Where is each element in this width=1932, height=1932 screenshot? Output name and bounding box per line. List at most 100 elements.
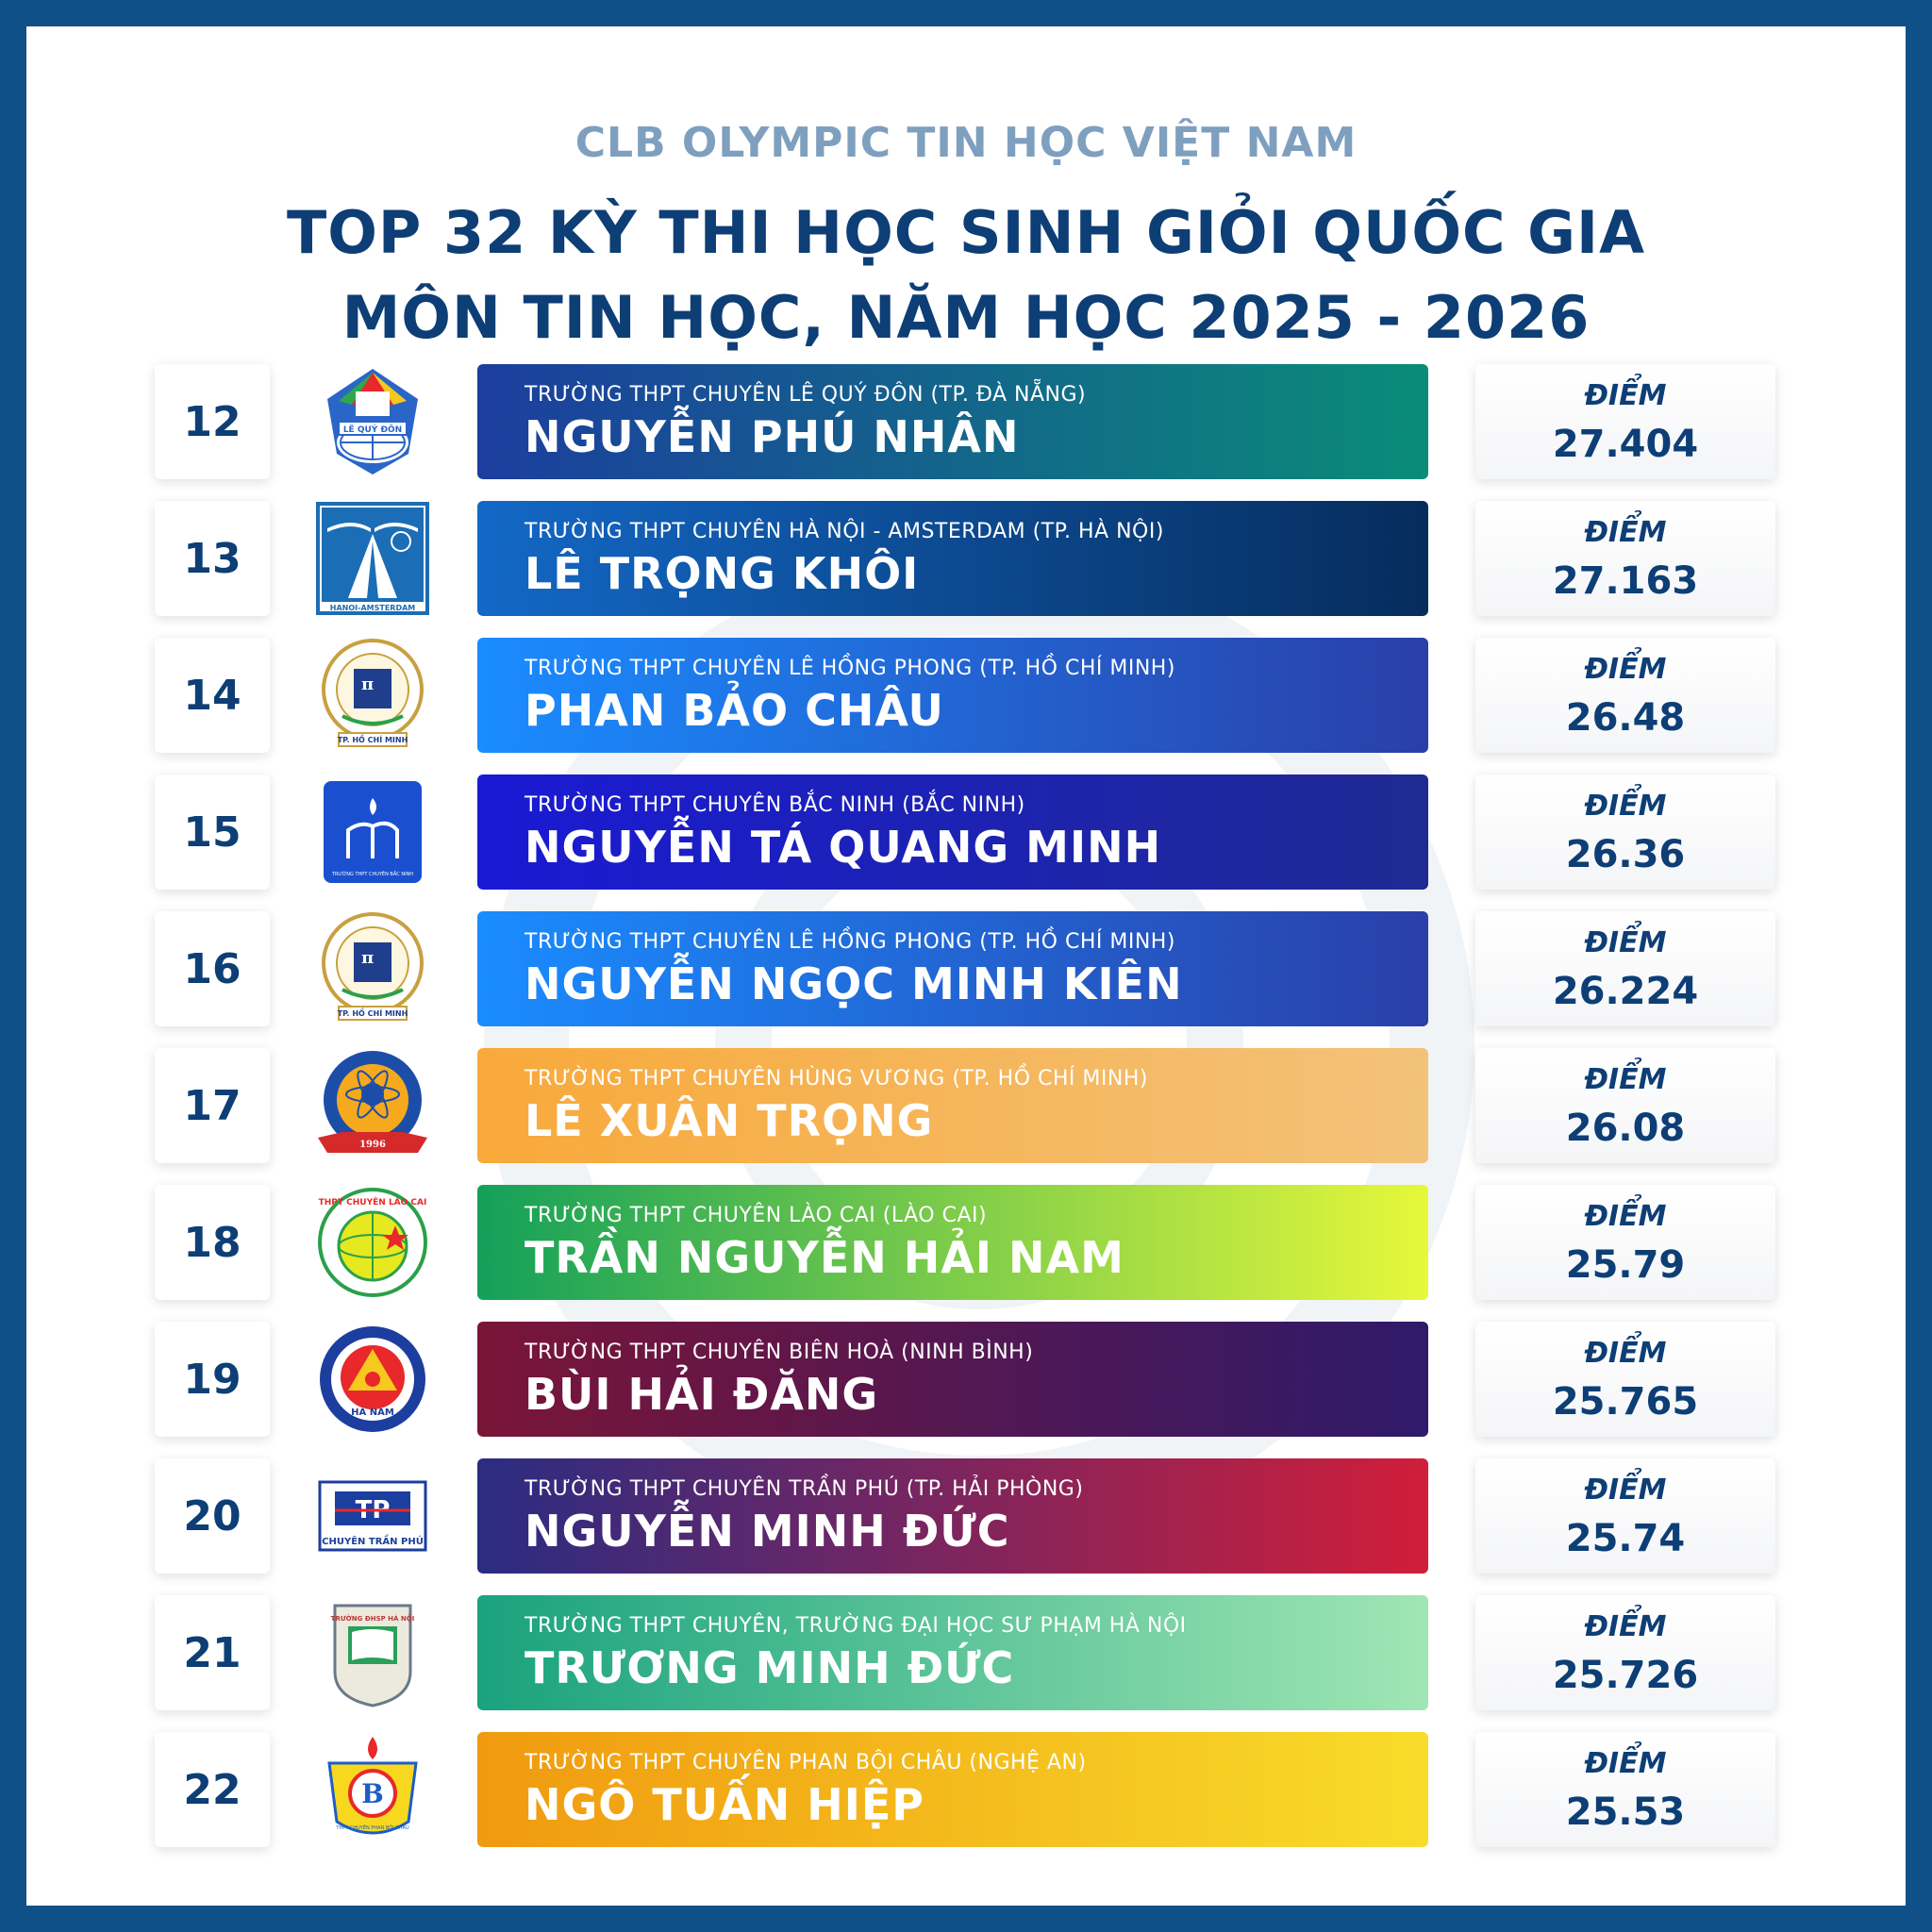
- score-value: 25.79: [1565, 1243, 1686, 1287]
- le-quy-don-logo: LÊ QUÝ ĐÔN: [309, 364, 436, 479]
- ranking-row: 19 HÀ NAM TRƯỜNG THPT CHUYÊN BIÊN HOÀ (N…: [26, 1322, 1906, 1437]
- score-value: 26.48: [1565, 696, 1686, 740]
- student-card: TRƯỜNG THPT CHUYÊN PHAN BỘI CHÂU (NGHỆ A…: [477, 1732, 1428, 1847]
- score-box: ĐIỂM 27.163: [1475, 501, 1775, 616]
- svg-text:CHUYÊN TRẦN PHÚ: CHUYÊN TRẦN PHÚ: [322, 1534, 424, 1547]
- le-hong-phong-logo: π TP. HỒ CHÍ MINH: [309, 911, 436, 1026]
- score-box: ĐIỂM 26.48: [1475, 638, 1775, 753]
- rank-badge: 17: [155, 1048, 270, 1163]
- tran-phu-logo: TP CHUYÊN TRẦN PHÚ: [309, 1458, 436, 1574]
- student-name: NGUYỄN PHÚ NHÂN: [525, 411, 1020, 462]
- ranking-row: 17 1996 TRƯỜNG THPT CHUYÊN HÙNG VƯƠNG (T…: [26, 1048, 1906, 1163]
- score-box: ĐIỂM 26.224: [1475, 911, 1775, 1026]
- svg-text:HANOI-AMSTERDAM: HANOI-AMSTERDAM: [330, 604, 416, 612]
- rank-badge: 15: [155, 774, 270, 890]
- rank-badge: 22: [155, 1732, 270, 1847]
- ranking-row: 16 π TP. HỒ CHÍ MINH TRƯỜNG THPT CHUYÊN …: [26, 911, 1906, 1026]
- rank-badge: 13: [155, 501, 270, 616]
- score-box: ĐIỂM 25.726: [1475, 1595, 1775, 1710]
- score-value: 25.74: [1565, 1517, 1686, 1560]
- ranking-row: 12 LÊ QUÝ ĐÔN TRƯỜNG THPT CHUYÊN LÊ QUÝ …: [26, 364, 1906, 479]
- bac-ninh-logo: TRƯỜNG THPT CHUYÊN BẮC NINH: [309, 774, 436, 890]
- student-name: TRƯƠNG MINH ĐỨC: [525, 1642, 1015, 1693]
- score-box: ĐIỂM 26.36: [1475, 774, 1775, 890]
- student-name: NGUYỄN TÁ QUANG MINH: [525, 822, 1162, 873]
- score-value: 27.404: [1552, 423, 1699, 466]
- hung-vuong-logo: 1996: [309, 1048, 436, 1163]
- student-card: TRƯỜNG THPT CHUYÊN LÀO CAI (LÀO CAI) TRẦN…: [477, 1185, 1428, 1300]
- score-label: ĐIỂM: [1584, 1337, 1667, 1370]
- score-label: ĐIỂM: [1584, 1747, 1667, 1780]
- svg-text:π: π: [361, 948, 374, 968]
- score-label: ĐIỂM: [1584, 1610, 1667, 1643]
- rank-badge: 14: [155, 638, 270, 753]
- svg-text:THPT CHUYÊN PHAN BỘI CHÂU: THPT CHUYÊN PHAN BỘI CHÂU: [335, 1824, 409, 1831]
- student-name: NGUYỄN MINH ĐỨC: [525, 1506, 1010, 1557]
- page-title-line2: MÔN TIN HỌC, NĂM HỌC 2025 - 2026: [341, 283, 1591, 352]
- score-value: 25.726: [1552, 1654, 1699, 1697]
- student-name: NGUYỄN NGỌC MINH KIÊN: [525, 958, 1183, 1009]
- school-name: TRƯỜNG THPT CHUYÊN LÀO CAI (LÀO CAI): [525, 1204, 988, 1227]
- score-label: ĐIỂM: [1584, 790, 1667, 823]
- score-box: ĐIỂM 25.79: [1475, 1185, 1775, 1300]
- svg-text:1996: 1996: [359, 1140, 386, 1150]
- school-name: TRƯỜNG THPT CHUYÊN BIÊN HOÀ (NINH BÌNH): [525, 1341, 1034, 1364]
- score-value: 26.08: [1565, 1107, 1686, 1150]
- score-label: ĐIỂM: [1584, 926, 1667, 959]
- score-label: ĐIỂM: [1584, 1200, 1667, 1233]
- ranking-row: 20 TP CHUYÊN TRẦN PHÚ TRƯỜNG THPT CHUYÊN…: [26, 1458, 1906, 1574]
- student-card: TRƯỜNG THPT CHUYÊN LÊ QUÝ ĐÔN (TP. ĐÀ NẴ…: [477, 364, 1428, 479]
- svg-text:TP. HỒ CHÍ MINH: TP. HỒ CHÍ MINH: [338, 1007, 408, 1018]
- student-card: TRƯỜNG THPT CHUYÊN, TRƯỜNG ĐẠI HỌC SƯ PH…: [477, 1595, 1428, 1710]
- ranking-row: 18 THPT CHUYÊN LÀO CAI TRƯỜNG THPT CHUYÊ…: [26, 1185, 1906, 1300]
- score-box: ĐIỂM 25.765: [1475, 1322, 1775, 1437]
- score-value: 26.224: [1552, 970, 1699, 1013]
- rank-badge: 19: [155, 1322, 270, 1437]
- poster-canvas: CLB OLYMPIC TIN HỌC VIỆT NAM TOP 32 KỲ T…: [26, 26, 1906, 1906]
- rank-badge: 18: [155, 1185, 270, 1300]
- bien-hoa-logo: HÀ NAM: [309, 1322, 436, 1437]
- student-name: NGÔ TUẤN HIỆP: [525, 1779, 924, 1830]
- svg-text:TP. HỒ CHÍ MINH: TP. HỒ CHÍ MINH: [338, 733, 408, 744]
- svg-text:HÀ NAM: HÀ NAM: [351, 1406, 394, 1418]
- svg-text:TRƯỜNG THPT CHUYÊN BẮC NINH: TRƯỜNG THPT CHUYÊN BẮC NINH: [331, 870, 413, 877]
- score-label: ĐIỂM: [1584, 653, 1667, 686]
- student-card: TRƯỜNG THPT CHUYÊN TRẦN PHÚ (TP. HẢI PHÒ…: [477, 1458, 1428, 1574]
- score-value: 25.765: [1552, 1380, 1699, 1424]
- rank-badge: 21: [155, 1595, 270, 1710]
- school-name: TRƯỜNG THPT CHUYÊN HÙNG VƯƠNG (TP. HỒ CH…: [525, 1067, 1148, 1091]
- score-box: ĐIỂM 26.08: [1475, 1048, 1775, 1163]
- student-card: TRƯỜNG THPT CHUYÊN HÙNG VƯƠNG (TP. HỒ CH…: [477, 1048, 1428, 1163]
- student-name: BÙI HẢI ĐĂNG: [525, 1369, 879, 1420]
- score-box: ĐIỂM 25.74: [1475, 1458, 1775, 1574]
- page-title-line1: TOP 32 KỲ THI HỌC SINH GIỎI QUỐC GIA: [286, 198, 1646, 267]
- rank-badge: 20: [155, 1458, 270, 1574]
- score-label: ĐIỂM: [1584, 1063, 1667, 1096]
- dhsp-hanoi-logo: TRƯỜNG ĐHSP HÀ NỘI: [309, 1595, 436, 1710]
- svg-text:THPT CHUYÊN LÀO CAI: THPT CHUYÊN LÀO CAI: [319, 1196, 427, 1208]
- score-label: ĐIỂM: [1584, 379, 1667, 412]
- score-value: 27.163: [1552, 559, 1699, 603]
- svg-text:TRƯỜNG ĐHSP HÀ NỘI: TRƯỜNG ĐHSP HÀ NỘI: [331, 1614, 415, 1623]
- hanoi-amsterdam-logo: HANOI-AMSTERDAM: [309, 501, 436, 616]
- club-name: CLB OLYMPIC TIN HỌC VIỆT NAM: [575, 119, 1357, 167]
- svg-text:B: B: [361, 1778, 384, 1809]
- student-card: TRƯỜNG THPT CHUYÊN HÀ NỘI - AMSTERDAM (T…: [477, 501, 1428, 616]
- school-name: TRƯỜNG THPT CHUYÊN LÊ HỒNG PHONG (TP. HỒ…: [525, 657, 1175, 680]
- ranking-row: 15 TRƯỜNG THPT CHUYÊN BẮC NINH TRƯỜNG TH…: [26, 774, 1906, 890]
- school-name: TRƯỜNG THPT CHUYÊN BẮC NINH (BẮC NINH): [525, 793, 1025, 817]
- score-value: 26.36: [1565, 833, 1686, 876]
- lao-cai-logo: THPT CHUYÊN LÀO CAI: [309, 1185, 436, 1300]
- score-box: ĐIỂM 25.53: [1475, 1732, 1775, 1847]
- student-name: TRẦN NGUYỄN HẢI NAM: [525, 1232, 1124, 1283]
- score-label: ĐIỂM: [1584, 516, 1667, 549]
- svg-text:π: π: [361, 675, 374, 694]
- ranking-row: 13 HANOI-AMSTERDAM TRƯỜNG THPT CHUYÊN HÀ…: [26, 501, 1906, 616]
- score-value: 25.53: [1565, 1790, 1686, 1834]
- student-name: PHAN BẢO CHÂU: [525, 685, 944, 736]
- student-name: LÊ TRỌNG KHÔI: [525, 548, 920, 599]
- student-name: LÊ XUÂN TRỌNG: [525, 1095, 934, 1146]
- rank-badge: 16: [155, 911, 270, 1026]
- school-name: TRƯỜNG THPT CHUYÊN PHAN BỘI CHÂU (NGHỆ A…: [525, 1751, 1087, 1774]
- student-card: TRƯỜNG THPT CHUYÊN BIÊN HOÀ (NINH BÌNH) B…: [477, 1322, 1428, 1437]
